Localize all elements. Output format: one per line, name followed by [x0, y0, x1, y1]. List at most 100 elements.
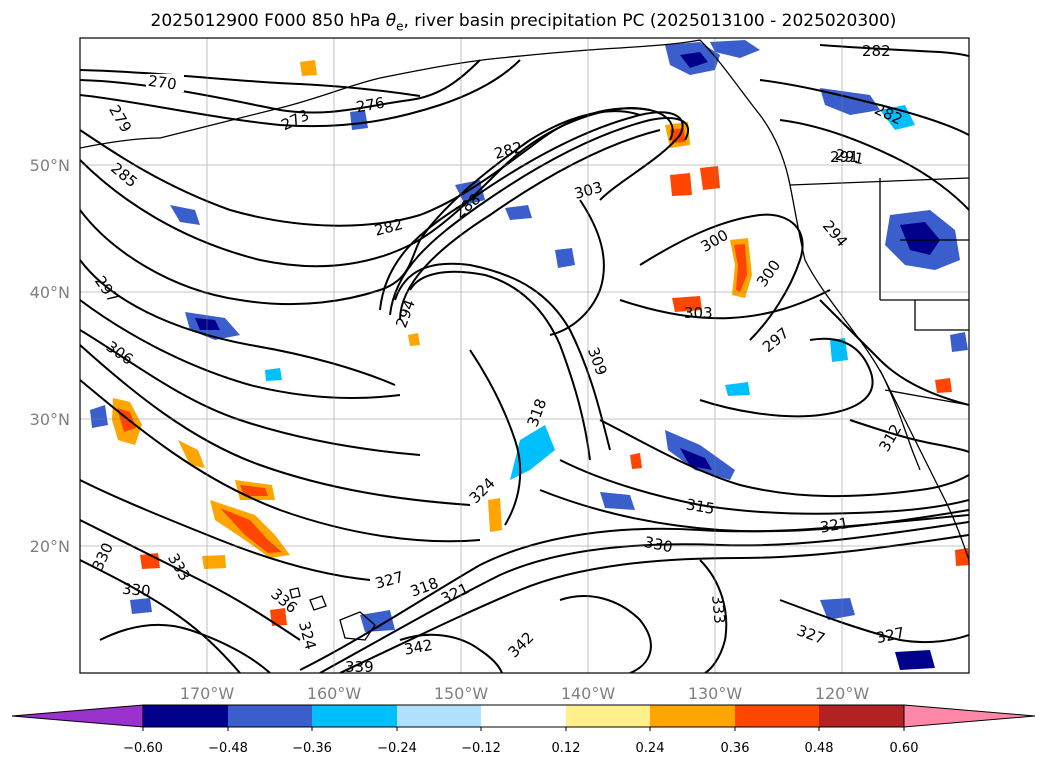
shade-blob: [955, 548, 969, 566]
map-content: 270 273 276 279 282 282 282 285 288 291 …: [80, 38, 969, 673]
contour-label: 333: [708, 594, 728, 624]
shade-blob: [195, 318, 220, 330]
shade-blob: [950, 332, 968, 352]
shade-blob: [895, 650, 935, 670]
label-mask: [146, 74, 184, 92]
contour-label: 303: [684, 304, 713, 322]
contour-line: [759, 79, 969, 136]
contour-line: [80, 59, 521, 128]
shade-blob: [220, 508, 282, 553]
contour-line: [409, 270, 591, 461]
colorbar-segment: [143, 705, 228, 727]
state-border: [914, 300, 969, 331]
colorbar-extend-high: [903, 704, 1036, 728]
contour-line: [80, 69, 421, 97]
lat-label: 30°N: [30, 410, 70, 429]
contour-line: [319, 521, 969, 673]
colorbar-segment: [650, 705, 735, 727]
shade-blob: [170, 205, 200, 225]
shade-blob: [510, 425, 555, 480]
shade-blob: [455, 180, 485, 205]
contour-label: 291: [830, 148, 859, 166]
shade-blob: [360, 610, 395, 632]
colorbar-tick-label: −0.48: [208, 741, 248, 756]
contour-line: [80, 559, 241, 673]
lon-label: 170°W: [180, 684, 235, 703]
contour-line: [399, 129, 661, 321]
shade-blob: [670, 173, 692, 196]
shade-blob: [270, 608, 287, 626]
colorbar-tick-label: −0.36: [292, 741, 332, 756]
contour-line: [699, 559, 728, 673]
contour-label: 282: [862, 42, 891, 60]
contour-label: 321: [819, 514, 850, 537]
contour-label: 315: [685, 495, 716, 518]
shade-blob: [408, 333, 420, 346]
shade-blob: [178, 440, 205, 468]
shade-blob: [130, 598, 152, 614]
contour-label: 276: [355, 94, 386, 117]
lat-label: 50°N: [30, 156, 70, 175]
shade-blob: [90, 405, 108, 428]
contour-line: [99, 623, 271, 673]
colorbar: −0.60 −0.48 −0.36 −0.24 −0.12 0.12 0.24 …: [11, 704, 1036, 756]
shade-blob: [265, 368, 282, 381]
shade-blob: [300, 60, 317, 76]
title-rest: , river basin precipitation PC (20250131…: [403, 11, 897, 31]
contour-line: [779, 599, 969, 644]
contour-line: [559, 459, 969, 515]
lon-label: 140°W: [561, 684, 616, 703]
contour-line: [619, 289, 831, 320]
contour-line: [80, 106, 674, 268]
shade-blob: [830, 338, 848, 362]
lat-label: 20°N: [30, 537, 70, 556]
shade-blob: [935, 378, 952, 393]
colorbar-tick-label: 0.12: [552, 741, 581, 756]
shade-blob: [820, 598, 855, 620]
baja-coast: [879, 369, 921, 471]
contour-line: [559, 595, 652, 673]
title-theta-subscript: e: [396, 19, 404, 34]
colorbar-segment: [819, 705, 904, 727]
shade-blob: [680, 448, 712, 470]
shade-blob: [350, 110, 368, 130]
contour-line: [819, 44, 969, 57]
contour-label: 270: [147, 72, 178, 94]
shade-blob: [725, 382, 750, 396]
lon-label: 150°W: [434, 684, 489, 703]
shade-blob: [630, 453, 642, 469]
hawaii-island: [339, 611, 376, 641]
coastlines: [80, 39, 969, 641]
lon-label: 160°W: [307, 684, 362, 703]
shade-blob: [710, 40, 760, 58]
contour-line: [80, 479, 371, 581]
colorbar-tick-label: −0.24: [377, 741, 417, 756]
shade-blob: [505, 205, 532, 220]
title-main: 2025012900 F000 850 hPa: [150, 11, 386, 31]
shade-blob: [680, 52, 708, 68]
colorbar-tick-label: 0.36: [721, 741, 750, 756]
contour-label: 330: [121, 580, 151, 600]
contour-line: [80, 344, 471, 506]
colorbar-tick-label: 0.24: [636, 741, 665, 756]
contour-line: [80, 299, 401, 399]
contour-line: [80, 379, 481, 543]
colorbar-frame: [142, 704, 905, 728]
contour-label: 330: [642, 533, 674, 557]
contour-line: [379, 111, 684, 311]
shade-blob: [488, 498, 502, 532]
shade-blob: [734, 244, 747, 292]
contour-line: [549, 199, 605, 336]
hawaii-island: [289, 587, 301, 599]
lat-label: 40°N: [30, 283, 70, 302]
contour-line: [639, 213, 804, 341]
colorbar-segment: [566, 705, 650, 727]
colorbar-segment: [397, 705, 481, 727]
shade-blob: [202, 555, 226, 569]
west-coast: [804, 259, 969, 561]
contour-line: [339, 534, 969, 673]
hawaii-island: [309, 595, 327, 611]
contour-label: 327: [874, 624, 906, 648]
latitude-labels: 50°N 40°N 30°N 20°N: [30, 156, 70, 556]
